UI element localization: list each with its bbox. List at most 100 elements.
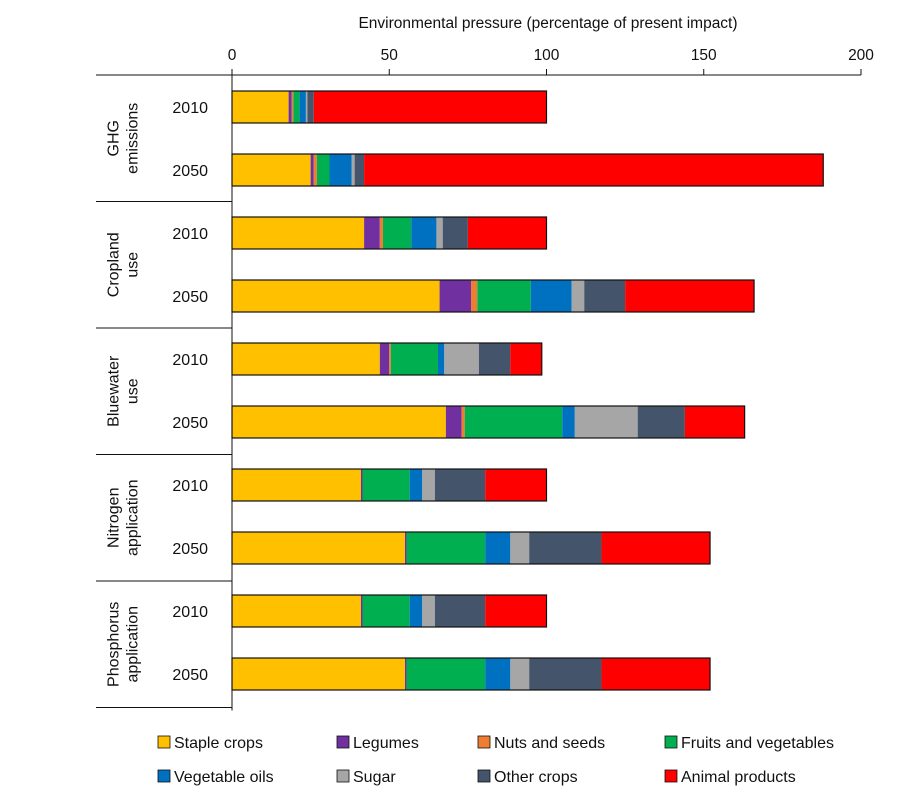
bar-segment (684, 406, 745, 438)
bar-segment (404, 532, 407, 564)
bar-segment (584, 280, 626, 312)
legend-item: Vegetable oils (157, 769, 274, 786)
bar-segment (232, 595, 361, 627)
legend-item: Staple crops (157, 735, 263, 752)
bar-segment (232, 532, 405, 564)
group-label-line: application (125, 480, 142, 557)
group-label: Nitrogen application (106, 480, 142, 557)
legend-label: Nuts and seeds (494, 735, 605, 752)
bar-outline (231, 657, 711, 691)
x-tick-label: 100 (534, 47, 560, 64)
legend-label: Staple crops (174, 735, 263, 752)
bar-outline (231, 216, 548, 250)
bar-row (231, 216, 548, 250)
legend-item: Sugar (336, 769, 396, 786)
bar-segment (379, 217, 383, 249)
bar-outline (231, 342, 543, 376)
legend-item: Animal products (664, 769, 796, 786)
group-label-line: application (125, 606, 142, 683)
bar-segment (232, 91, 289, 123)
bar-segment (439, 280, 472, 312)
bar-segment (310, 154, 314, 186)
bar-segment (485, 532, 511, 564)
legend-item: Nuts and seeds (477, 735, 605, 752)
bar-segment (601, 532, 711, 564)
bar-segment (360, 595, 363, 627)
bar-segment (293, 91, 300, 123)
bar-row (231, 405, 746, 439)
year-label: 2050 (172, 415, 208, 432)
year-label: 2050 (172, 667, 208, 684)
bar-segment (364, 217, 380, 249)
year-label: 2010 (172, 352, 208, 369)
bars (231, 90, 824, 691)
bar-segment (404, 658, 407, 690)
group-label-line: GHG (106, 120, 123, 156)
legend-label: Sugar (353, 769, 396, 786)
bar-segment (422, 469, 435, 501)
bar-segment (530, 280, 572, 312)
bar-segment (351, 154, 355, 186)
legend-swatch (477, 769, 491, 783)
bar-segment (510, 658, 530, 690)
bar-segment (390, 343, 438, 375)
bar-segment (467, 217, 547, 249)
group-label-line: use (125, 378, 142, 404)
bar-outline (231, 90, 548, 124)
bar-segment (316, 154, 330, 186)
bar-segment (362, 469, 410, 501)
bar-segment (477, 280, 531, 312)
bar-outline (231, 468, 548, 502)
legend-swatch (336, 769, 350, 783)
bar-segment (232, 343, 380, 375)
legend-label: Legumes (353, 735, 419, 752)
bar-segment (485, 658, 511, 690)
bar-segment (510, 532, 530, 564)
x-tick-label: 0 (228, 47, 237, 64)
bar-segment (305, 91, 308, 123)
bar-segment (437, 343, 445, 375)
bar-segment (529, 658, 602, 690)
bar-segment (406, 658, 486, 690)
legend-label: Vegetable oils (174, 769, 274, 786)
bar-segment (625, 280, 755, 312)
bar-segment (571, 280, 585, 312)
bar-row (231, 468, 548, 502)
bar-segment (406, 532, 486, 564)
bar-segment (409, 595, 423, 627)
group-label: GHG emissions (106, 103, 142, 174)
bar-segment (354, 154, 365, 186)
legend-swatch (664, 769, 678, 783)
bar-segment (485, 469, 547, 501)
bar-segment (307, 91, 314, 123)
bar-segment (478, 343, 511, 375)
bar-segment (510, 343, 542, 375)
group-label-line: Bluewater (106, 355, 123, 427)
legend-swatch (477, 735, 491, 749)
bar-segment (434, 469, 486, 501)
group-label-line: Phosphorus (106, 602, 123, 687)
bar-segment (562, 406, 575, 438)
legend: Staple crops Legumes Nuts and seeds Fruits … (157, 735, 834, 786)
bar-outline (231, 405, 746, 439)
bar-segment (232, 469, 361, 501)
bar-outline (231, 531, 711, 565)
bar-outline (231, 279, 755, 313)
bar-segment (232, 217, 365, 249)
bar-segment (574, 406, 638, 438)
group-label-line: use (125, 252, 142, 278)
bar-row (231, 279, 755, 313)
group-label: Phosphorus application (106, 602, 142, 687)
legend-swatch (157, 769, 171, 783)
legend-swatch (336, 735, 350, 749)
bar-row (231, 153, 824, 187)
bar-segment (313, 91, 547, 123)
bar-segment (389, 343, 391, 375)
bar-segment (362, 595, 410, 627)
bar-segment (485, 595, 547, 627)
year-label: 2050 (172, 289, 208, 306)
bar-segment (288, 91, 292, 123)
bar-segment (232, 154, 311, 186)
